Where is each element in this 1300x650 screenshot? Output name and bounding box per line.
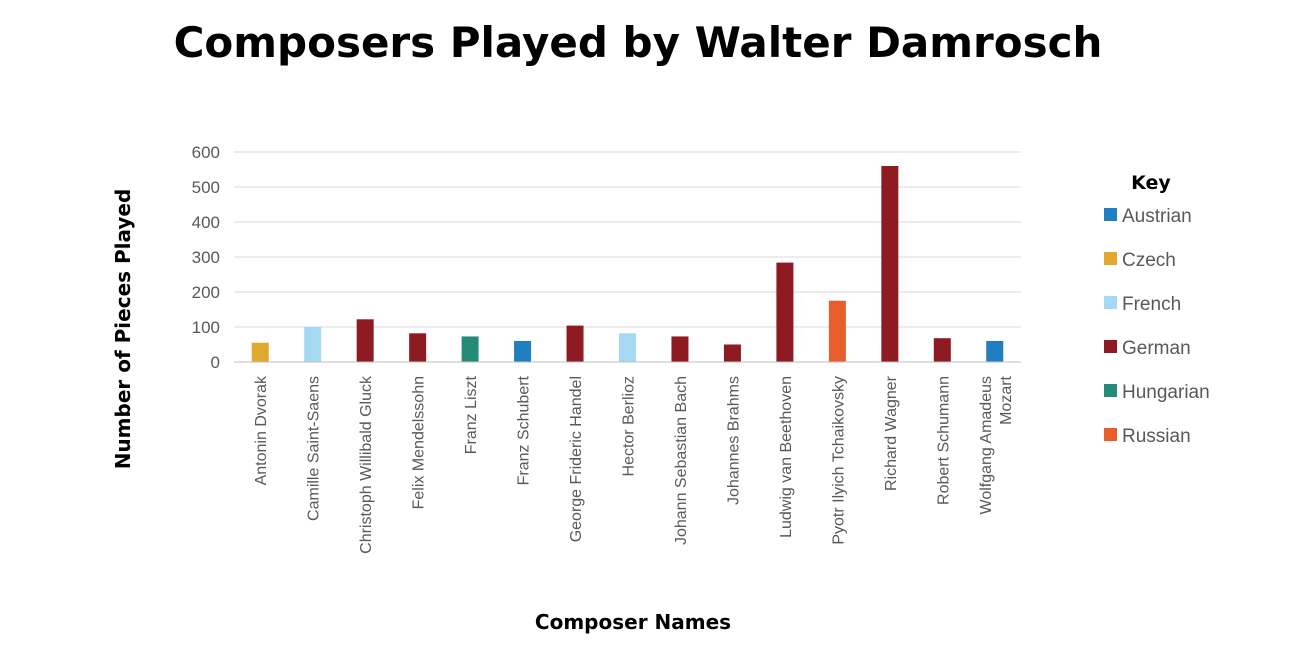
chart-title: Composers Played by Walter Damrosch (174, 18, 1103, 67)
legend-swatch (1104, 340, 1117, 353)
y-tick-label: 400 (192, 213, 220, 232)
bar (566, 325, 584, 362)
bar (723, 344, 741, 362)
x-tick-label: Wolfgang Amadeus Mozart (978, 375, 1015, 514)
legend-swatch (1104, 384, 1117, 397)
x-tick-label-line: Franz Schubert (516, 375, 533, 485)
bar (356, 319, 374, 362)
legend-label: Russian (1122, 426, 1191, 447)
y-tick-label: 0 (211, 353, 220, 372)
x-tick-label: Franz Liszt (463, 375, 480, 454)
y-axis-title: Number of Pieces Played (111, 189, 135, 470)
gridlines (234, 151, 1021, 328)
bar (881, 166, 899, 362)
legend-swatch (1104, 252, 1117, 265)
legend-swatch (1104, 428, 1117, 441)
x-tick-label-line: George Frideric Handel (568, 376, 585, 542)
x-tick-label: George Frideric Handel (568, 376, 585, 542)
legend-label: German (1122, 338, 1191, 359)
x-tick-label-line: Felix Mendelssohn (411, 376, 428, 509)
x-tick-label-line: Antonin Dvorak (253, 375, 270, 485)
x-tick-label-line: Franz Liszt (463, 375, 480, 454)
bar (409, 333, 427, 362)
legend-swatch (1104, 296, 1117, 309)
x-tick-label: Franz Schubert (516, 375, 533, 485)
x-tick-label-line: Ludwig van Beethoven (778, 376, 795, 538)
x-tick-label-line: Johann Sebastian Bach (673, 376, 690, 545)
bar (933, 338, 951, 362)
x-tick-label-line: Hector Berlioz (621, 376, 638, 476)
bar (776, 262, 794, 362)
x-axis-labels: Antonin Dvorak Camille Saint-Saens Christo… (253, 375, 1015, 554)
legend-swatch (1104, 208, 1117, 221)
x-tick-label: Christoph Willibald Gluck (358, 375, 375, 554)
x-tick-label-line: Johannes Brahms (725, 376, 742, 505)
y-tick-label: 100 (192, 318, 220, 337)
legend-label: French (1122, 294, 1181, 315)
bar (304, 327, 322, 362)
legend-label: Hungarian (1122, 382, 1210, 403)
x-tick-label: Camille Saint-Saens (306, 376, 323, 521)
bar (986, 341, 1004, 362)
x-tick-label: Felix Mendelssohn (411, 376, 428, 509)
bar (828, 300, 846, 362)
x-tick-label: Robert Schumann (935, 376, 952, 505)
x-tick-label: Richard Wagner (883, 375, 900, 491)
y-tick-label: 600 (192, 143, 220, 162)
bar (461, 336, 479, 362)
x-tick-label: Pyotr Ilyich Tchaikovsky (830, 376, 847, 545)
x-tick-label: Hector Berlioz (621, 376, 638, 476)
x-tick-label: Ludwig van Beethoven (778, 376, 795, 538)
legend-label: Czech (1122, 250, 1176, 271)
bar (251, 342, 269, 362)
x-tick-label-line: Camille Saint-Saens (306, 376, 323, 521)
y-axis-ticks: 0 100 200 300 400 500 600 (192, 143, 220, 372)
bar (514, 341, 532, 362)
x-axis-title: Composer Names (535, 610, 731, 634)
legend-title: Key (1131, 172, 1171, 194)
x-tick-label: Johann Sebastian Bach (673, 376, 690, 545)
x-tick-label-line: Mozart (998, 375, 1015, 424)
bar (671, 336, 689, 362)
x-tick-label-line: Pyotr Ilyich Tchaikovsky (830, 376, 847, 545)
y-tick-label: 500 (192, 178, 220, 197)
legend: Key Austrian Czech French German Hungarian Ru… (1104, 172, 1210, 447)
x-tick-label-line: Wolfgang Amadeus (978, 376, 995, 514)
legend-label: Austrian (1122, 206, 1192, 227)
x-tick-label-line: Christoph Willibald Gluck (358, 375, 375, 554)
y-tick-label: 200 (192, 283, 220, 302)
bar (619, 333, 636, 362)
bars (251, 166, 1004, 362)
x-tick-label: Antonin Dvorak (253, 375, 270, 485)
x-tick-label-line: Robert Schumann (935, 376, 952, 505)
x-tick-label: Johannes Brahms (725, 376, 742, 505)
x-tick-label-line: Richard Wagner (883, 375, 900, 491)
y-tick-label: 300 (192, 248, 220, 267)
